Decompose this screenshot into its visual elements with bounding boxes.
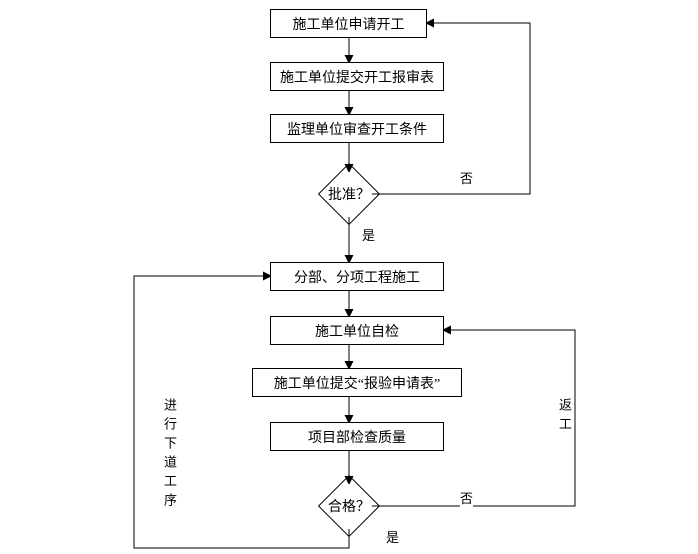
node-label: 施工单位自检 [315,321,399,341]
node-label: 施工单位提交“报验申请表” [274,373,440,393]
node-label: 监理单位审查开工条件 [287,119,427,139]
edge-label-yes-2: 是 [386,527,399,546]
decision-approve: 批准？ [327,172,371,216]
node-label: 项目部检查质量 [308,427,406,447]
edge-label-no-1: 否 [460,168,473,187]
node-partial-construction: 分部、分项工程施工 [270,262,444,291]
node-apply-start: 施工单位申请开工 [270,9,427,38]
node-label: 分部、分项工程施工 [294,267,420,287]
edge-label-return: 返工 [555,398,574,436]
node-submit-form: 施工单位提交开工报审表 [270,62,444,91]
decision-label: 合格？ [328,496,370,516]
edge-label-no-2: 否 [460,488,473,507]
decision-label: 批准？ [328,184,370,204]
node-label: 施工单位申请开工 [293,14,405,34]
node-self-check: 施工单位自检 [270,316,444,345]
node-label: 施工单位提交开工报审表 [280,67,434,87]
node-quality-check: 项目部检查质量 [270,422,444,451]
decision-qualified: 合格？ [327,484,371,528]
edge-label-next: 进行下道工序 [160,398,179,512]
node-submit-inspection: 施工单位提交“报验申请表” [252,368,462,397]
edge-label-yes-1: 是 [362,225,375,244]
node-review-condition: 监理单位审查开工条件 [270,114,444,143]
